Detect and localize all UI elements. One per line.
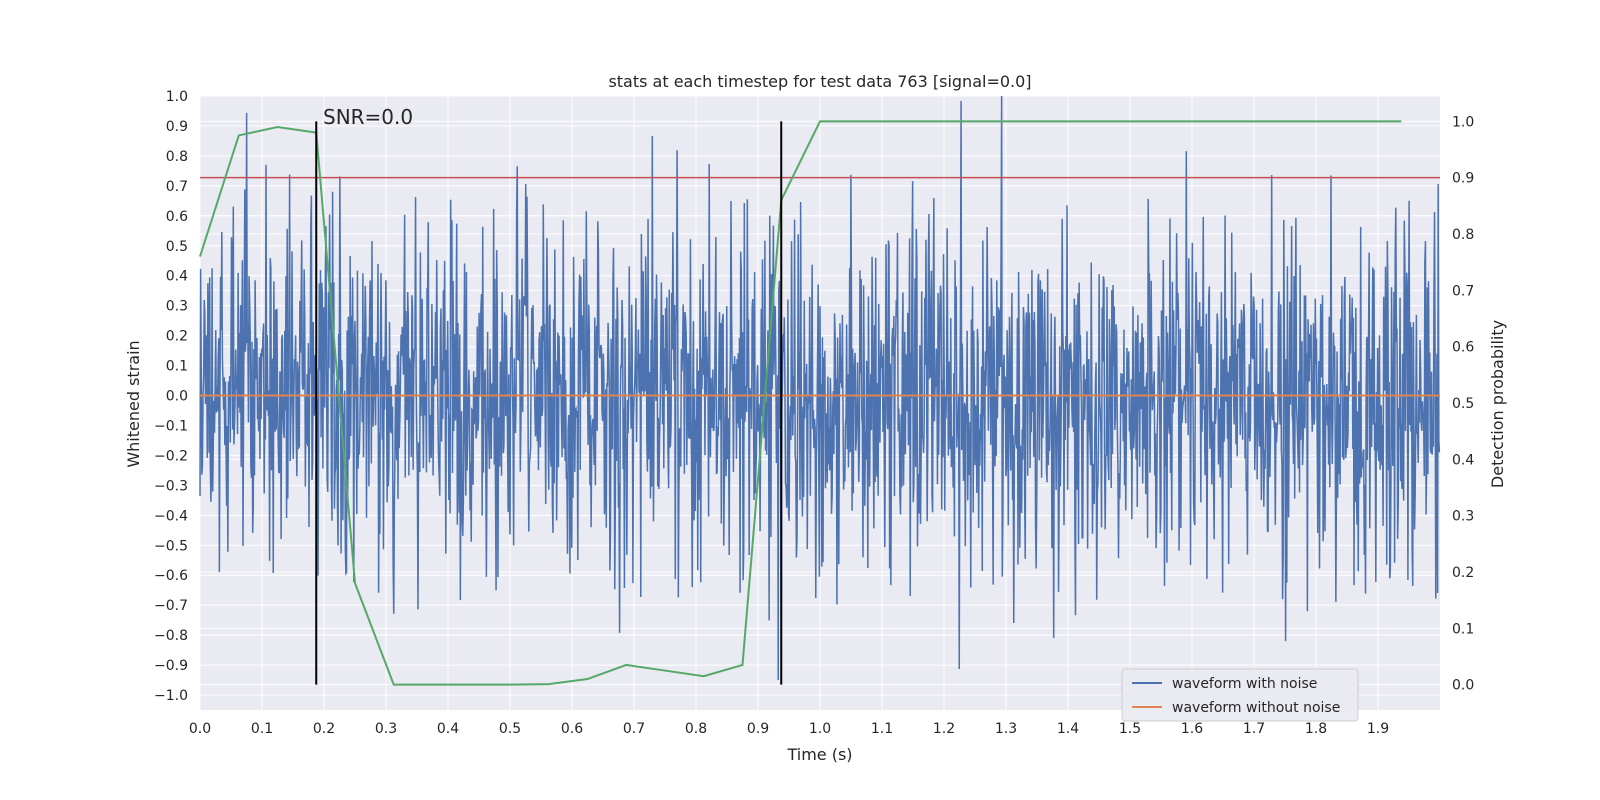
y-tick-label: −0.1 <box>154 418 188 434</box>
y-tick-label: −0.8 <box>154 628 188 644</box>
y-ticks: 1.0 0.9 0.8 0.7 0.6 0.5 0.4 0.3 0.2 0.1 0.0 −0.1 −0.… <box>154 89 188 704</box>
detection-probability-line <box>199 120 1402 686</box>
snr-annotation: SNR=0.0 <box>323 105 413 129</box>
noisy-waveform-line <box>199 95 1441 681</box>
y-tick-label: −0.5 <box>154 538 188 554</box>
x-tick-label: 0.2 <box>313 721 335 737</box>
x-tick-label: 0.3 <box>375 721 397 737</box>
y-tick-label: 0.6 <box>166 209 188 225</box>
x-tick-label: 1.2 <box>933 721 955 737</box>
x-tick-label: 1.1 <box>871 721 893 737</box>
x-tick-label: 0.8 <box>685 721 707 737</box>
y-tick-label: 0.0 <box>166 389 188 405</box>
x-axis-label: Time (s) <box>786 745 852 764</box>
y2-tick-label: 0.3 <box>1452 509 1474 525</box>
legend-label-clean: waveform without noise <box>1172 700 1340 716</box>
y2-tick-label: 0.0 <box>1452 678 1474 694</box>
y-tick-label: 0.9 <box>166 119 188 135</box>
y2-ticks: 0.0 0.1 0.2 0.3 0.4 0.5 0.6 0.7 0.8 0.9 1.0 <box>1452 114 1474 693</box>
y2-tick-label: 0.4 <box>1452 452 1474 468</box>
y-tick-label: −0.3 <box>154 478 188 494</box>
y-axis-label: Whitened strain <box>124 340 143 467</box>
y2-tick-label: 0.6 <box>1452 340 1474 356</box>
x-tick-label: 1.6 <box>1181 721 1203 737</box>
y2-tick-label: 0.8 <box>1452 227 1474 243</box>
y2-tick-label: 0.1 <box>1452 621 1474 637</box>
x-tick-label: 0.1 <box>251 721 273 737</box>
x-tick-label: 1.9 <box>1367 721 1389 737</box>
y-tick-label: −0.7 <box>154 598 188 614</box>
y2-tick-label: 1.0 <box>1452 114 1474 130</box>
y-tick-label: −1.0 <box>154 688 188 704</box>
x-tick-label: 1.7 <box>1243 721 1265 737</box>
chart-title: stats at each timestep for test data 763… <box>608 72 1031 91</box>
x-ticks: 0.0 0.1 0.2 0.3 0.4 0.5 0.6 0.7 0.8 0.9 1.0 1.1 1.2 1… <box>189 721 1389 737</box>
y-tick-label: 0.4 <box>166 269 188 285</box>
series-layer <box>199 95 1441 686</box>
y-tick-label: 0.2 <box>166 329 188 345</box>
x-tick-label: 1.3 <box>995 721 1017 737</box>
legend-box <box>1121 668 1359 722</box>
x-tick-label: 0.9 <box>747 721 769 737</box>
x-tick-label: 1.0 <box>809 721 831 737</box>
x-tick-label: 0.7 <box>623 721 645 737</box>
y-tick-label: −0.9 <box>154 658 188 674</box>
y-tick-label: 0.8 <box>166 149 188 165</box>
x-tick-label: 1.5 <box>1119 721 1141 737</box>
x-tick-label: 1.8 <box>1305 721 1327 737</box>
y-tick-label: 1.0 <box>166 89 188 105</box>
x-tick-label: 0.6 <box>561 721 583 737</box>
x-tick-label: 0.4 <box>437 721 459 737</box>
legend-label-noise: waveform with noise <box>1172 676 1317 692</box>
y-tick-label: −0.2 <box>154 448 188 464</box>
y2-tick-label: 0.5 <box>1452 396 1474 412</box>
legend: waveform with noise waveform without noi… <box>1121 668 1359 722</box>
y-tick-label: 0.5 <box>166 239 188 255</box>
y-tick-label: −0.4 <box>154 508 188 524</box>
y2-axis-label: Detection probability <box>1488 320 1507 488</box>
x-tick-label: 0.5 <box>499 721 521 737</box>
x-tick-label: 1.4 <box>1057 721 1079 737</box>
y-tick-label: 0.7 <box>166 179 188 195</box>
y-tick-label: 0.1 <box>166 359 188 375</box>
y2-tick-label: 0.7 <box>1452 283 1474 299</box>
y2-tick-label: 0.2 <box>1452 565 1474 581</box>
x-tick-label: 0.0 <box>189 721 211 737</box>
y-tick-label: 0.3 <box>166 299 188 315</box>
y-tick-label: −0.6 <box>154 568 188 584</box>
y2-tick-label: 0.9 <box>1452 171 1474 187</box>
